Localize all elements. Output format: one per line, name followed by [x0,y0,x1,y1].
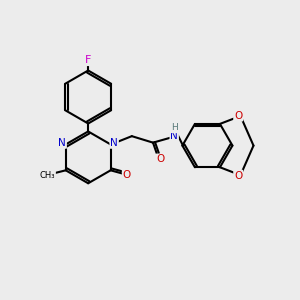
Text: O: O [234,111,242,121]
Text: H: H [171,123,178,132]
Text: O: O [156,154,164,164]
Text: O: O [234,170,242,181]
Text: O: O [123,170,131,180]
Text: N: N [58,138,66,148]
Text: N: N [110,138,118,148]
Text: CH₃: CH₃ [40,171,55,180]
Text: N: N [170,131,178,141]
Text: F: F [85,55,92,65]
